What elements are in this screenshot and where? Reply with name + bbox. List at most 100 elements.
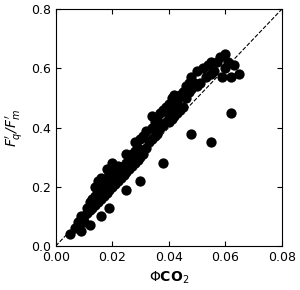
Point (104, 176, 109, 180)
Point (178, 108, 182, 112)
Point (206, 63, 211, 68)
Point (90, 199, 95, 204)
Point (223, 66, 228, 71)
Point (112, 173, 117, 177)
Point (169, 96, 174, 100)
Point (197, 81, 202, 86)
Point (209, 72, 214, 77)
Point (175, 110, 180, 115)
Point (144, 146, 148, 151)
Point (217, 54, 222, 59)
Point (161, 161, 166, 165)
Point (107, 187, 112, 192)
Point (116, 179, 120, 183)
Point (178, 93, 182, 97)
Point (82, 214, 86, 219)
Point (181, 90, 185, 94)
Point (96, 184, 100, 189)
Point (116, 164, 120, 168)
Point (116, 170, 120, 174)
Point (76, 220, 81, 225)
Point (112, 182, 117, 186)
Y-axis label: $F_q'$/$F_m'$: $F_q'$/$F_m'$ (4, 108, 25, 147)
Point (107, 170, 112, 174)
Point (149, 137, 154, 142)
Point (107, 205, 112, 210)
Point (87, 208, 92, 213)
Point (200, 66, 205, 71)
Point (127, 167, 132, 171)
Point (118, 176, 123, 180)
Point (130, 164, 134, 168)
Point (84, 211, 89, 216)
Point (172, 105, 177, 109)
Point (79, 214, 83, 219)
Point (223, 51, 228, 56)
Point (212, 69, 216, 74)
Point (161, 108, 166, 112)
Point (93, 184, 98, 189)
Point (124, 170, 129, 174)
Point (189, 87, 194, 91)
Point (167, 113, 171, 118)
Point (138, 137, 143, 142)
Point (231, 63, 236, 68)
Point (96, 193, 100, 198)
Point (84, 205, 89, 210)
Point (135, 146, 140, 151)
Point (186, 90, 191, 94)
Point (172, 93, 177, 97)
Point (152, 134, 157, 139)
Point (87, 199, 92, 204)
Point (118, 167, 123, 171)
Point (101, 184, 106, 189)
Point (229, 110, 233, 115)
Point (98, 196, 103, 201)
Point (195, 69, 200, 74)
Point (167, 119, 171, 124)
Point (192, 81, 197, 86)
Point (107, 179, 112, 183)
Point (158, 125, 163, 130)
Point (138, 179, 143, 183)
Point (237, 72, 242, 77)
Point (124, 161, 129, 165)
Point (214, 60, 219, 65)
Point (229, 75, 233, 79)
Point (164, 105, 168, 109)
Point (164, 119, 168, 124)
Point (79, 229, 83, 233)
Point (189, 75, 194, 79)
Point (161, 122, 166, 127)
Point (149, 125, 154, 130)
Point (183, 84, 188, 88)
Point (175, 99, 180, 103)
Point (195, 84, 200, 88)
Point (110, 170, 115, 174)
Point (141, 134, 146, 139)
Point (121, 164, 126, 168)
Point (155, 116, 160, 121)
Point (183, 96, 188, 100)
Point (90, 205, 95, 210)
Point (110, 161, 115, 165)
Point (110, 184, 115, 189)
Point (149, 113, 154, 118)
Point (169, 116, 174, 121)
Point (98, 176, 103, 180)
Point (155, 131, 160, 136)
Point (203, 75, 208, 79)
Point (226, 60, 230, 65)
Point (141, 152, 146, 157)
Point (144, 128, 148, 133)
Point (169, 108, 174, 112)
Point (79, 217, 83, 222)
Point (93, 193, 98, 198)
Point (121, 173, 126, 177)
Point (90, 196, 95, 201)
Point (87, 223, 92, 228)
Point (147, 140, 152, 145)
X-axis label: $\Phi$CO$_2$: $\Phi$CO$_2$ (148, 269, 189, 286)
Point (73, 226, 78, 231)
Point (104, 182, 109, 186)
